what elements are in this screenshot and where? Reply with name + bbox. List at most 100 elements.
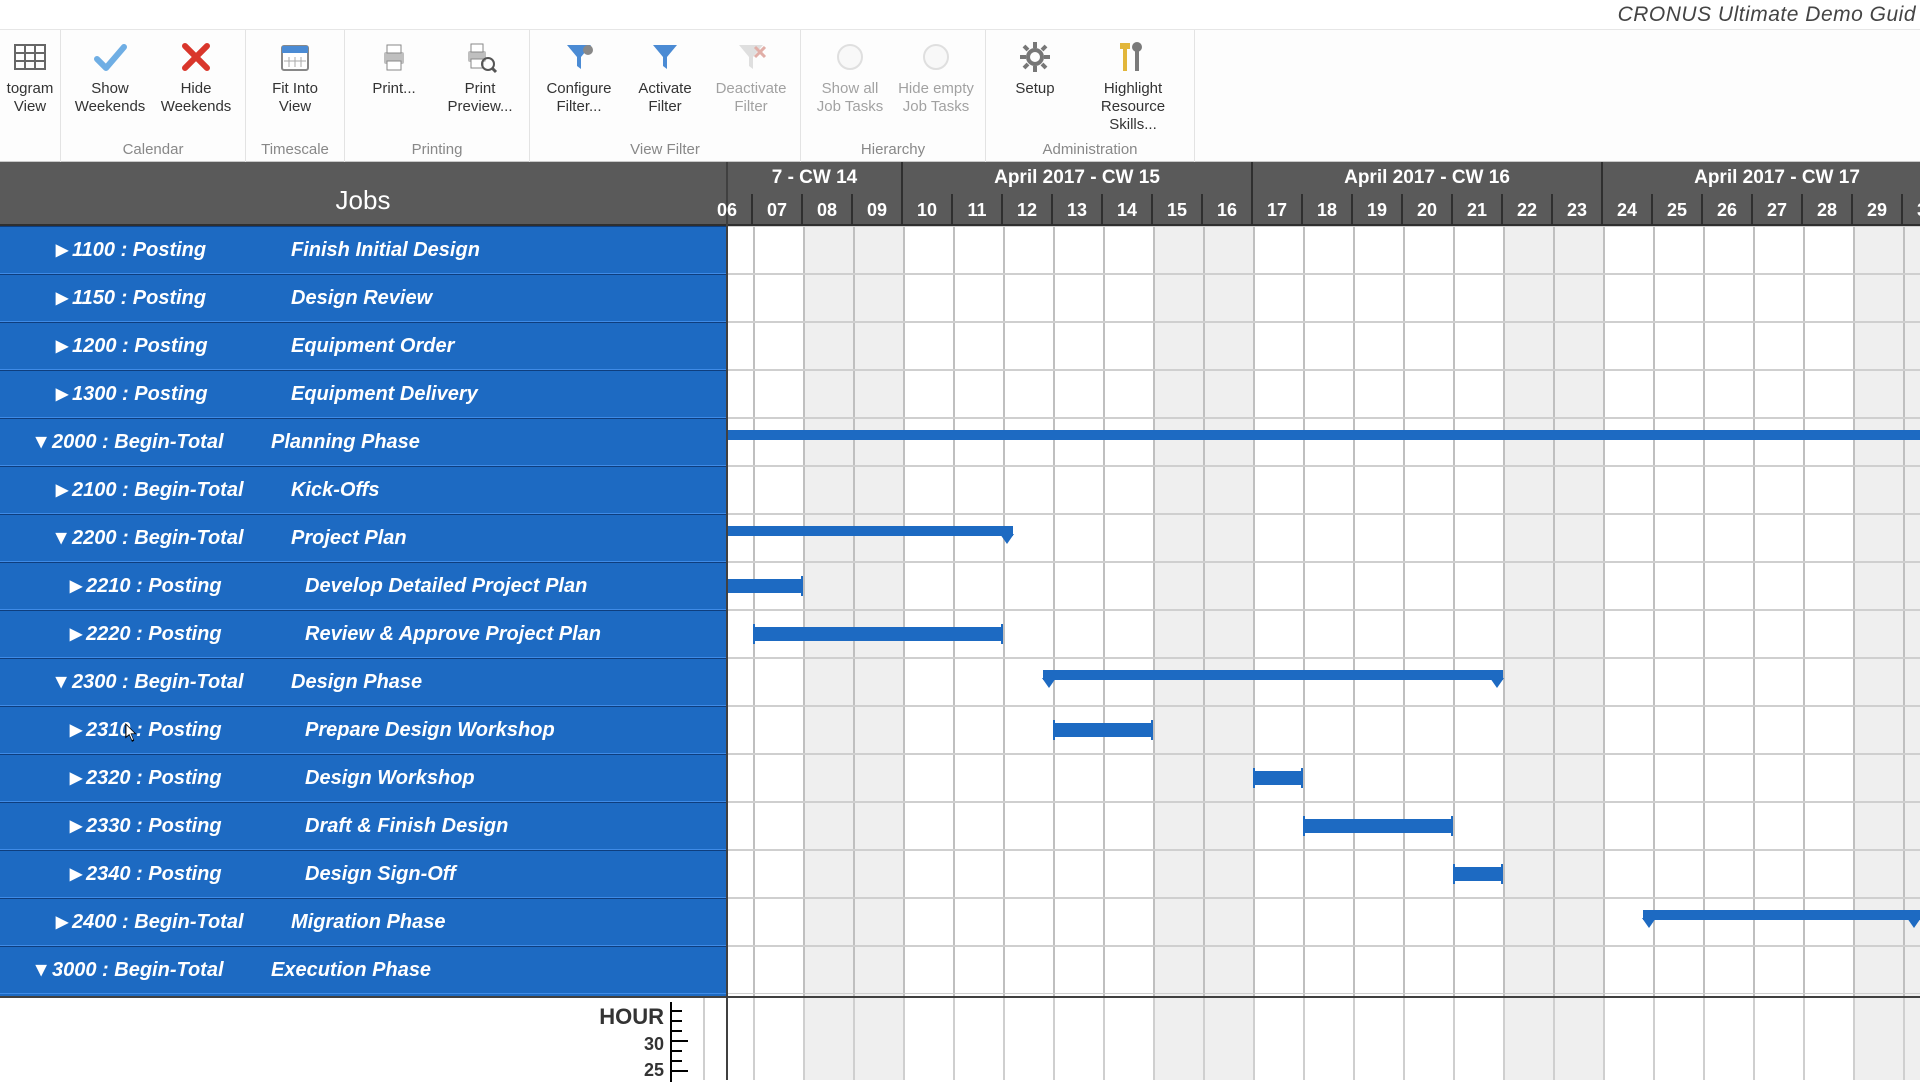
chevron-down-icon[interactable]: ▶ <box>34 960 51 980</box>
job-desc: Design Phase <box>287 671 726 694</box>
chevron-right-icon[interactable]: ▶ <box>52 480 72 500</box>
day-header: 27 <box>1753 194 1803 226</box>
job-code: 2000 : Begin-Total <box>52 431 267 454</box>
configure-filter-button[interactable]: ConfigureFilter... <box>536 32 622 116</box>
week-header: 7 - CW 14 <box>728 162 903 194</box>
day-header: 13 <box>1053 194 1103 226</box>
day-header: 29 <box>1853 194 1903 226</box>
chevron-right-icon[interactable]: ▶ <box>66 768 86 788</box>
job-code: 2310 : Posting <box>86 719 301 742</box>
chevron-down-icon[interactable]: ▶ <box>34 432 51 452</box>
job-desc: Equipment Delivery <box>287 383 726 406</box>
chevron-right-icon[interactable]: ▶ <box>66 720 86 740</box>
activate-filter-button[interactable]: ActivateFilter <box>622 32 708 116</box>
grid-hline <box>728 946 1920 994</box>
week-header: April 2017 - CW 15 <box>903 162 1253 194</box>
chevron-right-icon[interactable]: ▶ <box>66 816 86 836</box>
jobs-list: ▶1100 : PostingFinish Initial Design▶115… <box>0 226 726 996</box>
ribbon-group-label: View Filter <box>630 141 700 158</box>
chevron-right-icon[interactable]: ▶ <box>52 384 72 404</box>
grid-hline <box>728 370 1920 418</box>
chevron-right-icon[interactable]: ▶ <box>52 240 72 260</box>
job-row[interactable]: ▶2400 : Begin-TotalMigration Phase <box>0 898 726 946</box>
job-code: 2340 : Posting <box>86 863 301 886</box>
chevron-right-icon[interactable]: ▶ <box>52 288 72 308</box>
job-row[interactable]: ▶1100 : PostingFinish Initial Design <box>0 226 726 274</box>
print-preview-button[interactable]: PrintPreview... <box>437 32 523 116</box>
show-all-job-tasks-button: Show allJob Tasks <box>807 32 893 116</box>
gantt-bar[interactable] <box>728 526 1013 536</box>
gantt-bar[interactable] <box>728 579 803 593</box>
ribbon-group: Print...PrintPreview...Printing <box>345 30 530 162</box>
show-weekends-button[interactable]: ShowWeekends <box>67 32 153 116</box>
day-header: 23 <box>1553 194 1603 226</box>
gantt-bar[interactable] <box>1053 723 1153 737</box>
ribbon-button-label: Weekends <box>161 98 232 116</box>
job-desc: Kick-Offs <box>287 479 726 502</box>
ribbon-button-label: Configure <box>546 80 611 98</box>
gantt-bar[interactable] <box>1303 819 1453 833</box>
gantt-bar[interactable] <box>1453 867 1503 881</box>
ribbon-button-label: View <box>14 98 46 116</box>
job-code: 2400 : Begin-Total <box>72 911 287 934</box>
histogram-ytick: 30 <box>644 1034 664 1055</box>
gantt-bar[interactable] <box>1253 771 1303 785</box>
day-header: 16 <box>1203 194 1253 226</box>
job-row[interactable]: ▶2210 : PostingDevelop Detailed Project … <box>0 562 726 610</box>
chevron-down-icon[interactable]: ▶ <box>54 672 71 692</box>
job-row[interactable]: ▶1300 : PostingEquipment Delivery <box>0 370 726 418</box>
job-row[interactable]: ▶1150 : PostingDesign Review <box>0 274 726 322</box>
ribbon-button-label: Print... <box>372 80 415 98</box>
job-row[interactable]: ▶2320 : PostingDesign Workshop <box>0 754 726 802</box>
job-row[interactable]: ▶2300 : Begin-TotalDesign Phase <box>0 658 726 706</box>
job-row[interactable]: ▶3000 : Begin-TotalExecution Phase <box>0 946 726 994</box>
hide-weekends-button[interactable]: HideWeekends <box>153 32 239 116</box>
chevron-right-icon[interactable]: ▶ <box>66 576 86 596</box>
ribbon-button-label: Activate <box>638 80 691 98</box>
chevron-down-icon[interactable]: ▶ <box>54 528 71 548</box>
grid-hline <box>728 466 1920 514</box>
jobs-header-label: Jobs <box>336 185 391 216</box>
job-row[interactable]: ▶2000 : Begin-TotalPlanning Phase <box>0 418 726 466</box>
setup-button[interactable]: Setup <box>992 32 1078 134</box>
chevron-right-icon[interactable]: ▶ <box>52 336 72 356</box>
chevron-right-icon[interactable]: ▶ <box>52 912 72 932</box>
ribbon-button-label: Hide <box>181 80 212 98</box>
fit-into-view-button[interactable]: Fit IntoView <box>252 32 338 116</box>
job-row[interactable]: ▶1200 : PostingEquipment Order <box>0 322 726 370</box>
job-code: 2210 : Posting <box>86 575 301 598</box>
timeline-body[interactable] <box>728 226 1920 996</box>
x-red-icon <box>177 38 215 76</box>
grid-hline <box>728 754 1920 802</box>
job-row[interactable]: ▶2220 : PostingReview & Approve Project … <box>0 610 726 658</box>
job-row[interactable]: ▶2310 : PostingPrepare Design Workshop <box>0 706 726 754</box>
gantt-bar[interactable] <box>728 430 1920 440</box>
highlight-resource-skills-button[interactable]: HighlightResource Skills... <box>1078 32 1188 134</box>
job-desc: Review & Approve Project Plan <box>301 623 726 646</box>
chevron-right-icon[interactable]: ▶ <box>66 864 86 884</box>
ribbon-group-label: Hierarchy <box>861 141 925 158</box>
gantt-bar[interactable] <box>1643 910 1920 920</box>
main: Jobs ▶1100 : PostingFinish Initial Desig… <box>0 162 1920 1080</box>
job-row[interactable]: ▶2330 : PostingDraft & Finish Design <box>0 802 726 850</box>
circle-icon <box>917 38 955 76</box>
day-header: 20 <box>1403 194 1453 226</box>
ribbon-button-label: Filter... <box>556 98 601 116</box>
histogram-view-button[interactable]: togramView <box>6 32 54 116</box>
gantt-bar[interactable] <box>753 627 1003 641</box>
job-code: 2330 : Posting <box>86 815 301 838</box>
day-header: 12 <box>1003 194 1053 226</box>
gantt-bar[interactable] <box>1043 670 1503 680</box>
print-button[interactable]: Print... <box>351 32 437 116</box>
day-header: 17 <box>1253 194 1303 226</box>
job-row[interactable]: ▶2200 : Begin-TotalProject Plan <box>0 514 726 562</box>
chevron-right-icon[interactable]: ▶ <box>66 624 86 644</box>
job-row[interactable]: ▶2340 : PostingDesign Sign-Off <box>0 850 726 898</box>
day-header: 24 <box>1603 194 1653 226</box>
timeline-header: 7 - CW 14April 2017 - CW 15April 2017 - … <box>728 162 1920 226</box>
printer-zoom-icon <box>461 38 499 76</box>
ribbon-button-label: Job Tasks <box>817 98 883 116</box>
job-code: 1300 : Posting <box>72 383 287 406</box>
job-row[interactable]: ▶2100 : Begin-TotalKick-Offs <box>0 466 726 514</box>
grid-hline <box>728 226 1920 274</box>
